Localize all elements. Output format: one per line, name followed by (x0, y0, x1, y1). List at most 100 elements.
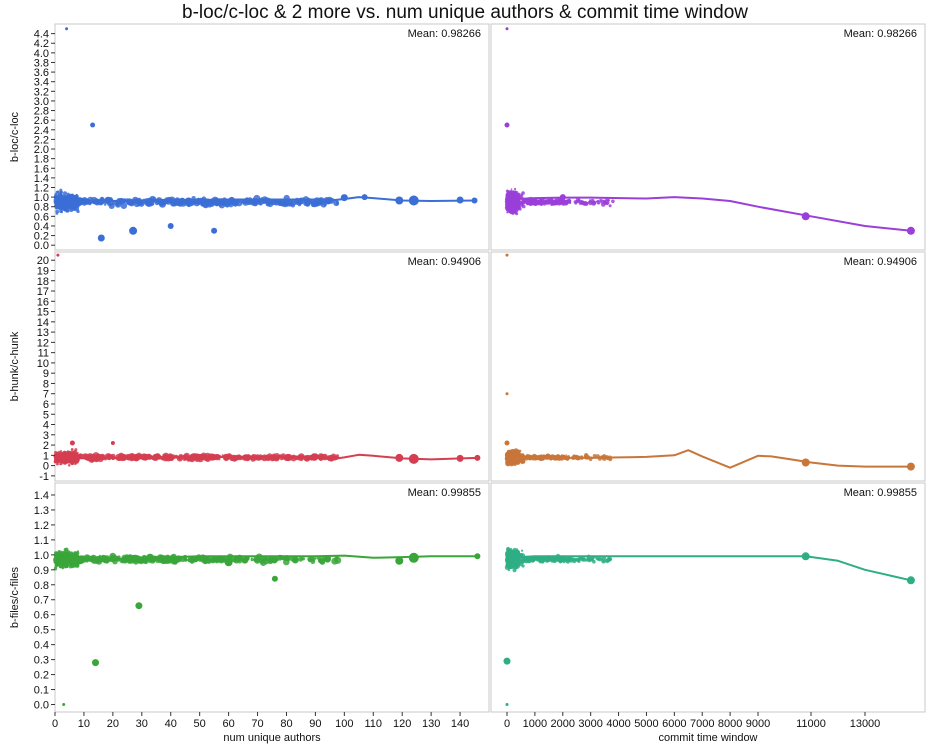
scatter-point (214, 202, 219, 207)
scatter-point (110, 441, 115, 445)
panel-frame (54, 23, 490, 251)
scatter-point (254, 556, 261, 564)
scatter-point (289, 203, 292, 207)
scatter-point (56, 552, 59, 555)
scatter-point (217, 457, 221, 461)
scatter-point (71, 565, 74, 569)
scatter-point (506, 207, 509, 210)
scatter-point (72, 556, 75, 560)
scatter-point (74, 448, 78, 452)
scatter-point (333, 200, 340, 207)
scatter-point (192, 556, 196, 560)
scatter-point (189, 199, 196, 206)
scatter-point (54, 459, 58, 463)
scatter-point (211, 227, 218, 234)
scatter-point (58, 454, 62, 458)
scatter-point (64, 203, 67, 207)
scatter-point (63, 461, 66, 464)
scatter-point (608, 204, 612, 208)
scatter-point (60, 557, 64, 561)
scatter-point (206, 202, 209, 205)
panel-frame (54, 482, 490, 713)
scatter-point (69, 194, 73, 198)
panel-frame (490, 23, 926, 251)
scatter-point (149, 557, 155, 563)
scatter-point (59, 190, 64, 194)
scatter-point (63, 209, 65, 212)
scatter-point (582, 201, 587, 206)
scatter-point (504, 440, 510, 446)
scatter-point (56, 190, 60, 193)
scatter-point (74, 207, 77, 210)
scatter-point (56, 253, 60, 257)
scatter-point (65, 195, 69, 198)
scatter-point (58, 193, 62, 197)
data-points (53, 27, 915, 706)
scatter-point (56, 460, 59, 463)
scatter-point (516, 452, 520, 456)
scatter-point (508, 459, 511, 462)
scatter-point (395, 556, 404, 565)
scatter-point (62, 454, 66, 458)
scatter-point (260, 559, 267, 566)
scatter-point (56, 458, 59, 460)
scatter-point (264, 556, 269, 561)
scatter-point (167, 223, 174, 229)
scatter-point (311, 557, 315, 561)
scatter-point (74, 562, 76, 564)
scatter-point (76, 562, 80, 566)
scatter-point (54, 563, 59, 568)
scatter-point (235, 199, 243, 207)
scatter-point (514, 187, 517, 191)
scatter-point (596, 200, 601, 205)
scatter-point (505, 253, 509, 257)
scatter-point (120, 202, 128, 209)
scatter-point (70, 448, 74, 451)
scatter-point (516, 201, 519, 204)
scatter-point (504, 122, 510, 128)
panel-frame (490, 482, 926, 713)
scatter-point (520, 193, 524, 197)
scatter-point (77, 458, 79, 461)
scatter-point (73, 557, 76, 560)
scatter-point (250, 557, 253, 560)
scatter-point (272, 199, 278, 205)
scatter-point (69, 440, 75, 446)
scatter-point (61, 203, 63, 206)
scatter-point (56, 462, 59, 466)
scatter-point (135, 602, 143, 610)
scatter-point (73, 551, 78, 556)
scatter-point (122, 454, 125, 458)
scatter-point (241, 557, 249, 564)
scatter-point (108, 202, 115, 209)
scatter-point (271, 575, 278, 582)
scatter-point (599, 198, 603, 202)
scatter-point (131, 558, 137, 564)
scatter-point (66, 450, 69, 453)
scatter-point (511, 459, 515, 464)
scatter-point (54, 559, 58, 562)
scatter-point (64, 562, 68, 566)
scatter-point (550, 200, 553, 204)
scatter-point (553, 200, 556, 203)
scatter-point (578, 201, 583, 205)
scatter-point (75, 555, 78, 558)
scatter-point (68, 555, 71, 557)
scatter-point (290, 200, 294, 205)
scatter-point (54, 458, 57, 461)
scatter-point (544, 199, 548, 203)
scatter-point (55, 452, 57, 455)
scatter-point (588, 200, 592, 203)
panel-frame (54, 251, 490, 482)
chart-title: b-loc/c-loc & 2 more vs. num unique auth… (182, 2, 748, 23)
scatter-point (331, 557, 339, 565)
scatter-point (104, 203, 107, 206)
scatter-point (77, 207, 80, 211)
scatter-point (572, 454, 576, 458)
scatter-point (66, 459, 70, 463)
scatter-point (67, 464, 71, 467)
scatter-point (521, 202, 524, 206)
scatter-point (55, 209, 60, 214)
scatter-point (71, 193, 73, 196)
